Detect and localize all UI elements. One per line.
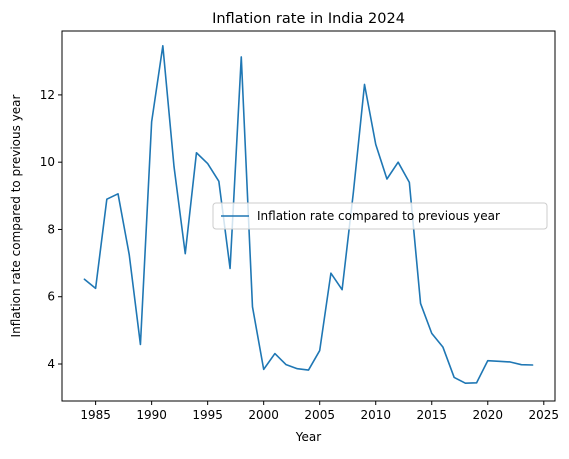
- x-tick-label: 2015: [416, 408, 447, 422]
- y-tick-label: 6: [47, 290, 55, 304]
- x-tick-label: 1990: [136, 408, 167, 422]
- legend-entry: Inflation rate compared to previous year: [257, 209, 500, 223]
- y-tick-label: 8: [47, 222, 55, 236]
- axes-frame: [61, 30, 556, 402]
- legend: Inflation rate compared to previous year: [212, 202, 548, 230]
- x-tick-label: 1995: [192, 408, 223, 422]
- x-tick-label: 2010: [360, 408, 391, 422]
- x-tick-label: 2005: [304, 408, 335, 422]
- y-tick-label: 4: [47, 357, 55, 371]
- y-tick-label: 12: [40, 88, 55, 102]
- x-tick-label: 1985: [80, 408, 111, 422]
- x-tick-label: 2020: [472, 408, 503, 422]
- legend-box: [212, 202, 548, 230]
- x-axis-label: Year: [295, 430, 321, 444]
- chart-title: Inflation rate in India 2024: [212, 11, 405, 27]
- series-line: [83, 44, 534, 384]
- ticks-layer: 1985 1990 1995 2000 2005 2010 2015 2020 2025 4 6 8 1…: [40, 88, 559, 422]
- x-tick-label: 2000: [248, 408, 279, 422]
- y-tick-label: 10: [40, 155, 55, 169]
- y-axis-label: Inflation rate compared to previous year: [9, 94, 23, 337]
- series-layer: [83, 44, 534, 384]
- x-tick-label: 2025: [529, 408, 560, 422]
